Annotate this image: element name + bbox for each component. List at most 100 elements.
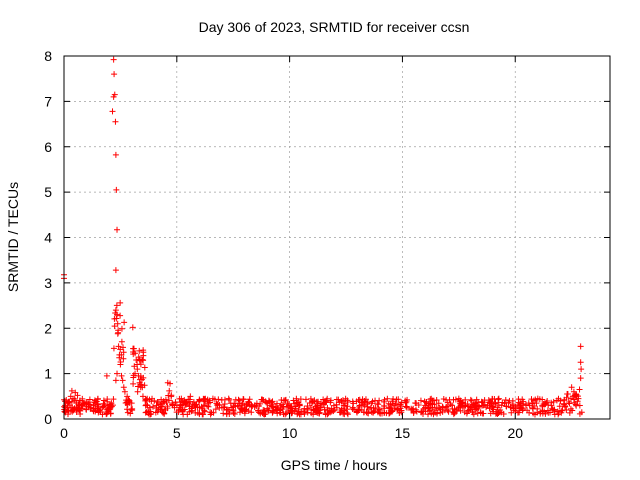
data-point: [100, 400, 107, 407]
data-point: [567, 395, 574, 402]
data-point: [91, 405, 98, 412]
data-point: [336, 399, 343, 406]
data-point: [118, 325, 125, 332]
data-point: [551, 407, 558, 414]
data-point: [423, 399, 430, 406]
data-point: [280, 403, 287, 410]
data-point: [489, 404, 496, 411]
data-point: [117, 299, 124, 306]
data-point: [344, 410, 351, 417]
chart-title: Day 306 of 2023, SRMTID for receiver ccs…: [199, 19, 470, 35]
data-point: [172, 399, 179, 406]
data-point: [130, 348, 137, 355]
data-point: [565, 399, 572, 406]
data-point: [201, 395, 208, 402]
data-point: [161, 410, 168, 417]
data-point: [122, 399, 129, 406]
y-tick-label: 5: [44, 184, 52, 200]
data-point: [341, 402, 348, 409]
data-point: [356, 403, 363, 410]
data-point: [372, 397, 379, 404]
data-point: [502, 397, 509, 404]
data-point: [112, 267, 119, 274]
data-point: [353, 398, 360, 405]
data-point: [282, 411, 289, 418]
data-point: [226, 396, 233, 403]
data-point: [117, 312, 124, 319]
data-point: [119, 377, 126, 384]
data-point: [514, 409, 521, 416]
data-point: [69, 406, 76, 413]
data-point: [62, 409, 69, 416]
data-point: [110, 345, 117, 352]
data-point: [289, 408, 296, 415]
data-point: [470, 411, 477, 418]
data-point: [529, 405, 536, 412]
data-point: [160, 398, 167, 405]
data-point: [338, 405, 345, 412]
grid: [64, 56, 610, 419]
data-point: [248, 409, 255, 416]
data-point: [507, 403, 514, 410]
data-point: [412, 399, 419, 406]
data-point: [291, 400, 298, 407]
data-point: [390, 395, 397, 402]
data-point: [556, 403, 563, 410]
data-point: [542, 400, 549, 407]
data-point: [124, 393, 131, 400]
data-point: [428, 410, 435, 417]
data-point: [112, 307, 119, 314]
data-point: [211, 396, 218, 403]
data-point: [364, 399, 371, 406]
data-point: [142, 396, 149, 403]
data-point: [199, 411, 206, 418]
data-point: [360, 409, 367, 416]
data-point: [76, 397, 83, 404]
data-point: [344, 399, 351, 406]
data-point: [177, 401, 184, 408]
data-point: [555, 395, 562, 402]
data-point: [187, 398, 194, 405]
data-point: [509, 402, 516, 409]
data-point: [575, 393, 582, 400]
x-tick-label: 15: [395, 425, 411, 441]
data-point: [118, 372, 125, 379]
data-point: [240, 396, 247, 403]
data-point: [159, 409, 166, 416]
data-point: [321, 406, 328, 413]
data-point: [430, 397, 437, 404]
data-point: [111, 91, 118, 98]
data-point: [577, 343, 584, 350]
data-point: [153, 405, 160, 412]
data-point: [198, 403, 205, 410]
data-point: [136, 356, 143, 363]
data-point: [136, 347, 143, 354]
data-point: [377, 409, 384, 416]
data-point: [220, 403, 227, 410]
data-point: [163, 399, 170, 406]
data-point: [468, 402, 475, 409]
data-point: [226, 407, 233, 414]
data-point: [487, 400, 494, 407]
data-point: [210, 409, 217, 416]
data-point: [315, 398, 322, 405]
data-point: [180, 411, 187, 418]
data-point: [539, 403, 546, 410]
data-point: [96, 407, 103, 414]
data-point: [212, 406, 219, 413]
data-point: [467, 396, 474, 403]
data-point: [425, 405, 432, 412]
data-point: [493, 410, 500, 417]
data-point: [71, 395, 78, 402]
data-point: [107, 410, 114, 417]
data-point: [112, 118, 119, 125]
data-point: [277, 404, 284, 411]
data-point: [574, 398, 581, 405]
data-point: [439, 404, 446, 411]
data-point: [207, 409, 214, 416]
data-point: [134, 383, 141, 390]
axis-ticks: 0 5 10 15 20 0 1 2 3 4 5 6 7 8: [44, 48, 610, 441]
data-point: [139, 393, 146, 400]
data-point: [227, 400, 234, 407]
data-point: [526, 409, 533, 416]
